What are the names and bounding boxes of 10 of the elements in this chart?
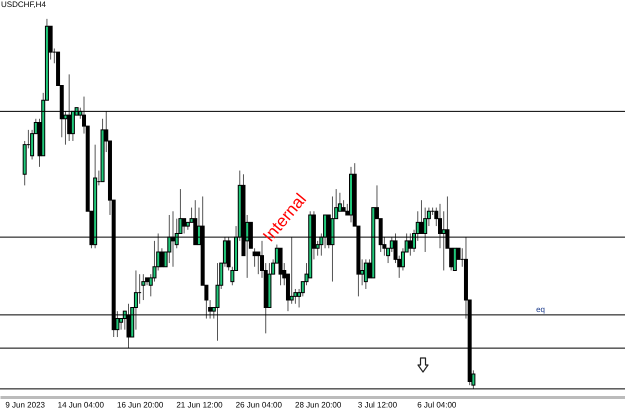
x-tick-label: 28 Jun 20:00 <box>295 400 342 410</box>
x-tick-label: 21 Jun 12:00 <box>176 400 224 410</box>
ref-line-label: eq <box>536 304 545 314</box>
x-tick-label: 9 Jun 2023 <box>5 400 46 410</box>
x-tick-label: 16 Jun 20:00 <box>117 400 164 410</box>
x-tick-label: 6 Jul 04:00 <box>417 400 457 410</box>
x-tick-label: 3 Jul 12:00 <box>358 400 398 410</box>
chart-title: USDCHF,H4 <box>1 0 46 9</box>
x-tick-label: 14 Jun 04:00 <box>58 400 104 410</box>
x-tick-label: 26 Jun 04:00 <box>236 400 282 410</box>
